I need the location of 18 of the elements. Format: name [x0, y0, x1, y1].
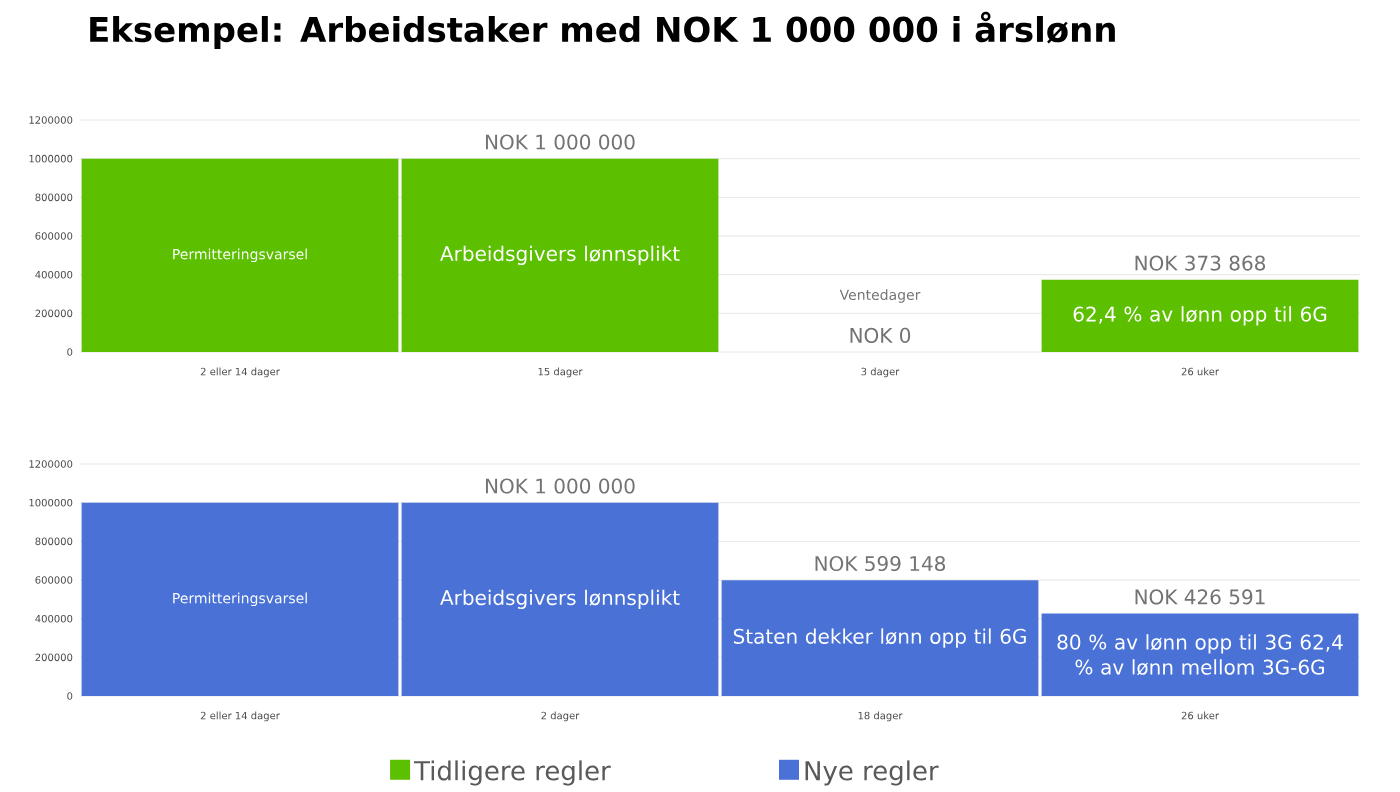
- text: NOK 1 000 000: [486, 478, 635, 495]
- text: NOK 373 868: [1135, 255, 1266, 272]
- annotation: 62,4 % av lønn opp til 6G: [1073, 306, 1327, 326]
- text: NOK 426 591: [1135, 589, 1265, 605]
- bar: [1041, 613, 1359, 697]
- text: NOK 0: [850, 328, 911, 344]
- annotation: Arbeidsgivers lønnsplikt: [440, 590, 680, 610]
- text: NOK 1 000 000: [486, 134, 635, 151]
- bar: [721, 580, 1039, 697]
- chart-title: Eksempel: Arbeidstaker med NOK 1 000 000 i årslønn: [90, 12, 1115, 50]
- bar: [401, 503, 719, 697]
- legend-label: Nye regler: [805, 760, 939, 786]
- legend-label: Tidligere regler: [414, 760, 611, 786]
- annotation: Staten dekker lønn opp til 6G: [733, 628, 1026, 649]
- annotation: Arbeidsgivers lønnsplikt: [440, 246, 680, 266]
- text: NOK 599 148: [815, 556, 946, 572]
- bar: [81, 503, 399, 697]
- annotation: 80 % av lønn opp til 3G 62,4 % av lønn mellom 3G-6G: [1057, 634, 1343, 676]
